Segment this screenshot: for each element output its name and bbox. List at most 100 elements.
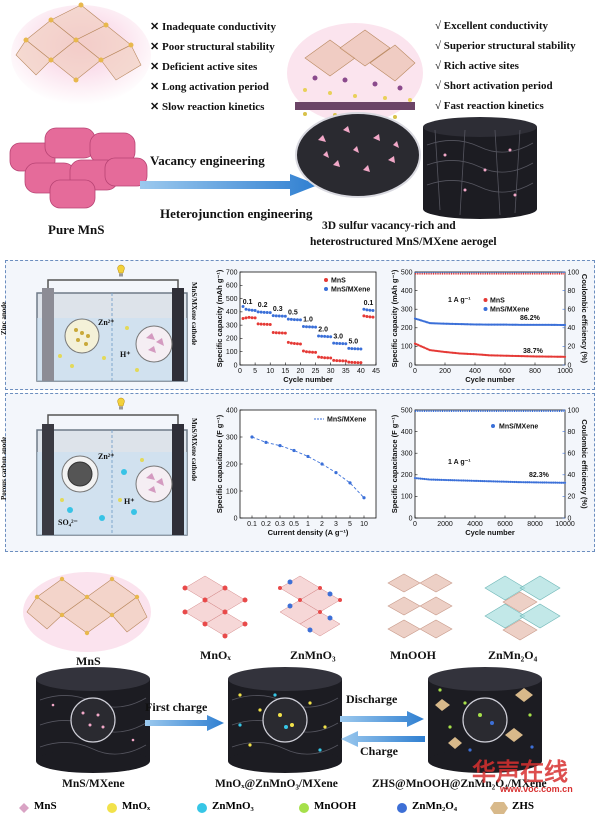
x-tick-label: 30: [327, 368, 335, 375]
y-axis-label: Specific capacitance (F g⁻¹): [390, 414, 399, 513]
mns-rate-point: [368, 315, 372, 319]
y-tick-label: 0: [409, 515, 413, 522]
y-tick-label: 100: [226, 488, 238, 495]
legend-label: MnS: [490, 298, 505, 305]
mxene-rate-point: [368, 308, 372, 312]
mxene-rate-point: [314, 325, 318, 329]
zn-ion-label: Zn²⁺: [98, 452, 115, 461]
x-tick-label: 15: [281, 368, 289, 375]
capacitance-point: [362, 496, 366, 500]
mns-rate-point: [365, 315, 369, 319]
capacitance-cycle-point: [417, 477, 420, 480]
mns-rate-point: [289, 341, 293, 345]
x-tick-label: 45: [372, 368, 380, 375]
mns-rate-point: [338, 359, 342, 363]
mns-rate-point: [308, 350, 312, 354]
retention-mns: 38.7%: [523, 348, 544, 355]
mxene-rate-point: [326, 335, 330, 339]
x-tick-label: 6000: [497, 521, 513, 528]
capacitance-cycle-point: [511, 480, 514, 484]
capacitance-cycle-point: [458, 479, 462, 482]
mns-mxene-aerogel: [423, 117, 537, 219]
mns-rate-point: [247, 315, 251, 319]
y2-tick-label: 40: [568, 472, 576, 479]
mns-rate-point: [356, 361, 360, 365]
capacitance-point: [334, 471, 338, 475]
x-tick-label: 3: [334, 521, 338, 528]
x-tick-label: 25: [312, 368, 320, 375]
capacitance-cycle-point: [428, 478, 432, 481]
mns-rate-point: [320, 355, 324, 359]
capacitance-cycle-point: [460, 479, 463, 482]
y-tick-label: 300: [226, 434, 238, 441]
charge-arrow: [341, 731, 425, 747]
carbon-anode-label: Porous carbon anode: [0, 436, 8, 500]
x-tick-label: 800: [529, 368, 541, 375]
deficit-item: ✕ Inadequate conductivity: [150, 21, 276, 33]
h-ion-label: H⁺: [120, 350, 131, 359]
capacitance-cycle-point: [503, 480, 507, 483]
first-charge-arrow: [145, 715, 224, 731]
y-axis-label: Specific capacity (mAh g⁻¹): [390, 269, 399, 367]
mns-rate-point: [344, 359, 348, 363]
capacitance-cycle-point: [445, 478, 448, 482]
capacitance-cycle-point: [563, 481, 567, 484]
aerogel-caption-line2: heterostructured MnS/MXene aerogel: [310, 236, 497, 248]
check-icon: √: [435, 100, 442, 112]
x-tick-label: 0.5: [289, 521, 299, 528]
mns-rate-point: [323, 356, 327, 360]
phase-label-znmn2o4: ZnMn₂O₄: [488, 648, 538, 662]
capacitance-cycle-point: [500, 480, 503, 483]
mns-rate-point: [326, 356, 330, 360]
mns-rate-point: [250, 316, 254, 320]
deficit-item: ✕ Long activation period: [150, 81, 269, 93]
mxene-rate-point: [247, 308, 251, 312]
heterojunction-engineering-label: Heterojunction engineering: [160, 206, 313, 221]
mxene-rate-point: [362, 307, 366, 311]
znmno3-legend-icon: [197, 803, 207, 813]
y2-axis-label: Coulombic efficiency (%): [580, 419, 589, 509]
capacitance-cycle-point: [545, 481, 548, 484]
mxene-rate-point: [259, 310, 263, 314]
retention-mxene: 86.2%: [520, 315, 541, 322]
check-icon: √: [435, 20, 442, 32]
capacitance-cycle-point: [490, 480, 493, 483]
legend-znmn2o4: ZnMn₂O₄: [412, 800, 458, 812]
capacitance-cycle-point: [436, 478, 439, 481]
capacitance-cycle-point: [513, 480, 516, 484]
plot-frame: [414, 271, 566, 366]
capacitance-cycle-point: [507, 480, 510, 483]
capacitance-cycle-point: [481, 479, 484, 483]
legend-label: MnS/MXene: [490, 307, 529, 314]
x-axis-label: Cycle number: [465, 528, 515, 537]
mxene-rate-point: [265, 311, 269, 315]
deficit-item: ✕ Poor structural stability: [150, 41, 275, 53]
capacitance-point: [348, 481, 352, 485]
mns-rate-point: [329, 356, 333, 360]
pure-mns-particles: [9, 127, 148, 209]
x-tick-label: 0: [413, 521, 417, 528]
capacitance-cycle-point: [464, 479, 467, 482]
legend-label: MnS/MXene: [327, 417, 366, 424]
plot-frame: [414, 409, 566, 519]
capacitance-cycle-point: [451, 479, 454, 482]
y-tick-label: 100: [401, 344, 413, 351]
mns-rate-point: [280, 331, 284, 335]
capacitance-cycle-point: [502, 480, 505, 483]
cross-icon: ✕: [150, 81, 160, 93]
capacitance-cycle-point: [443, 478, 447, 482]
watermark-url: www.voc.com.cn: [500, 784, 573, 794]
y-tick-label: 500: [226, 296, 238, 303]
capacitance-cycle-point: [470, 479, 473, 482]
zhs-legend-icon: [490, 802, 508, 814]
y-tick-label: 400: [226, 309, 238, 316]
cross-icon: ✕: [150, 41, 160, 53]
y2-tick-label: 0: [568, 362, 572, 369]
capacitance-cycle-point: [560, 481, 563, 484]
capacitance-cycle-point: [552, 481, 555, 484]
x-tick-label: 0: [413, 368, 417, 375]
mxene-rate-point: [320, 334, 324, 338]
mns-rate-point: [286, 340, 290, 344]
mns-rate-point: [292, 341, 296, 345]
